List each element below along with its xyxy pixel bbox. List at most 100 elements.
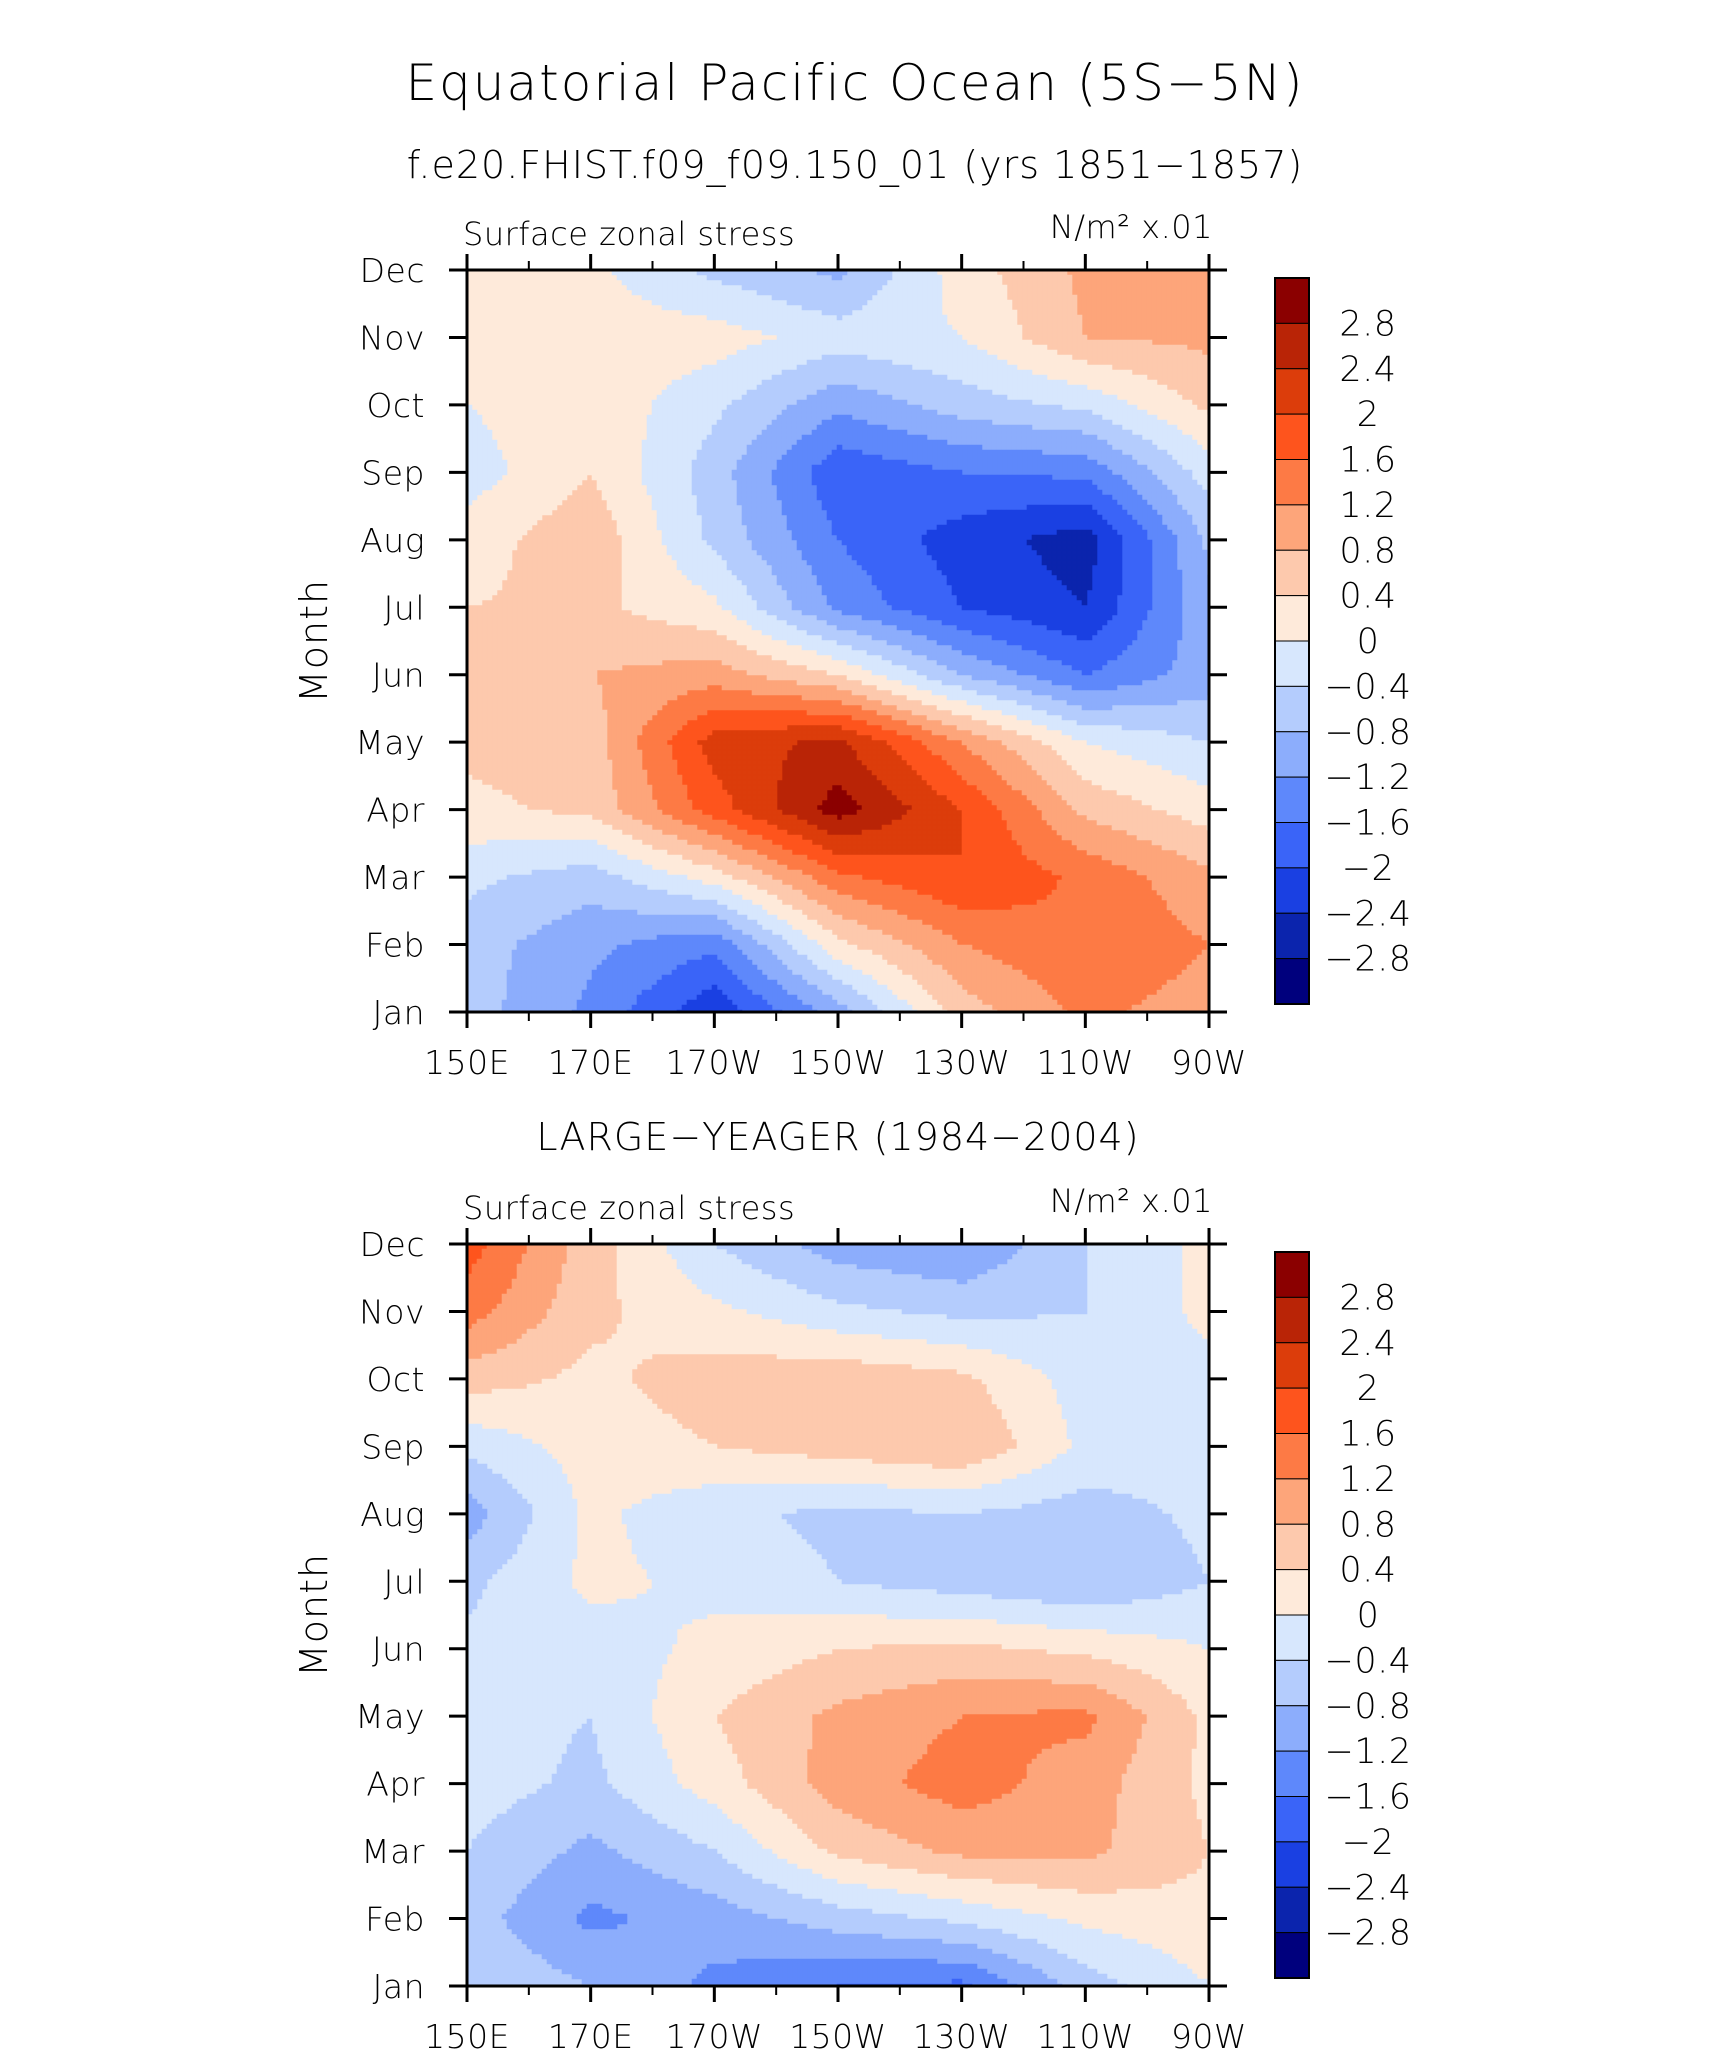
colorbar-swatch: [1274, 504, 1310, 551]
contour-band-11: [576, 1903, 1018, 1986]
y-tick-label: Feb: [365, 1900, 425, 1939]
x-tick-labels-bottom: 150E 170E 170W 150W 130W 110W 90W: [424, 2017, 1246, 2056]
colorbar-label: 2: [1357, 1369, 1380, 1409]
colorbar-label: 2.4: [1339, 1324, 1396, 1364]
colorbar-label: −2.4: [1325, 894, 1412, 934]
x-tick-label: 130W: [913, 1043, 1011, 1082]
y-tick-label: Dec: [360, 251, 425, 290]
contour-field-bottom: [467, 1244, 1209, 1986]
y-tick-label: Apr: [366, 791, 425, 830]
colorbar-swatch: [1274, 1705, 1310, 1752]
contour-band-13: [676, 504, 1123, 1012]
y-axis-title-top: Month: [292, 579, 336, 703]
panel-title-bottom: LARGE−YEAGER (1984−2004): [536, 1115, 1139, 1159]
colorbar-swatch: [1274, 867, 1310, 914]
contour-band-14: [1026, 529, 1098, 606]
colorbar-swatch: [1274, 1296, 1310, 1344]
colorbar-swatch: [1274, 1387, 1310, 1434]
colorbar-label: −2: [1342, 849, 1395, 889]
contour-band-12: [836, 1978, 973, 1986]
colorbar-label: 1.6: [1339, 441, 1396, 481]
y-tick-label: Sep: [361, 1427, 425, 1466]
colorbar-label: 0.8: [1339, 1505, 1396, 1545]
colorbar-label: 2: [1357, 395, 1380, 435]
colorbar-label: −2.4: [1325, 1868, 1412, 1908]
colorbar-swatch: [1274, 822, 1310, 869]
y-tick-label: Apr: [366, 1765, 425, 1804]
y-tick-labels-bottom: Jan Feb Mar Apr May Jun Jul Aug Sep Oct Nov Dec: [355, 1225, 425, 2006]
contour-band-1: [776, 739, 913, 836]
colorbar-swatch: [1274, 1841, 1310, 1888]
figure-subtitle: f.e20.FHIST.f09_f09.150_01 (yrs 1851−185…: [407, 143, 1303, 188]
colorbar-label: −2: [1342, 1823, 1395, 1863]
x-tick-label: 150W: [789, 1043, 887, 1082]
x-tick-label: 150E: [424, 2017, 510, 2056]
colorbar-label: −1.2: [1325, 758, 1412, 798]
y-tick-label: Oct: [366, 386, 425, 425]
contour-field-top: [467, 270, 1209, 1012]
x-tick-label: 170E: [548, 2017, 634, 2056]
panel-top: 150E 170E 170W 150W 130W 110W 90W Jan Feb Mar Apr…: [292, 208, 1412, 1082]
y-tick-label: Jun: [372, 1630, 425, 1669]
y-tick-label: Jul: [384, 588, 425, 627]
tick-marks-top: [449, 254, 1227, 1028]
colorbar-swatch: [1274, 1614, 1310, 1661]
units-label-top: N/m² x.01: [1050, 208, 1213, 246]
colorbar-label: −2.8: [1325, 1914, 1412, 1954]
colorbar-swatch: [1274, 958, 1310, 1005]
colorbar-swatch: [1274, 459, 1310, 506]
colorbar-top: 2.8 2.4 2 1.6 1.2 0.8 0.4 0 −0.4 −0.8 −1.2 −1.6 −2 −2…: [1274, 277, 1412, 1005]
x-tick-label: 150E: [424, 1043, 510, 1082]
y-tick-label: Oct: [366, 1360, 425, 1399]
colorbar-swatch: [1274, 595, 1310, 642]
y-tick-label: Aug: [360, 521, 425, 560]
colorbar-swatch: [1274, 322, 1310, 370]
x-tick-label: 110W: [1037, 1043, 1135, 1082]
panel-bottom: LARGE−YEAGER (1984−2004) 150E 170E 170W 150…: [292, 1115, 1412, 2056]
colorbar-swatch: [1274, 1433, 1310, 1480]
x-tick-label: 110W: [1037, 2017, 1135, 2056]
y-tick-label: Mar: [361, 1832, 425, 1871]
colorbar-swatch: [1274, 1251, 1310, 1298]
y-tick-label: Nov: [359, 318, 425, 357]
colorbar-label: −1.2: [1325, 1732, 1412, 1772]
colorbar-swatch: [1274, 776, 1310, 823]
colorbar-swatch: [1274, 413, 1310, 460]
left-label-bottom: Surface zonal stress: [463, 1189, 795, 1227]
colorbar-label: 0: [1357, 1596, 1380, 1636]
x-tick-label: 170W: [666, 1043, 764, 1082]
y-tick-label: May: [355, 1697, 425, 1736]
colorbar-label: 2.8: [1339, 1278, 1396, 1318]
colorbar-swatch: [1274, 1796, 1310, 1843]
colorbar-swatch: [1274, 1932, 1310, 1979]
colorbar-label: 0.4: [1339, 577, 1396, 617]
colorbar-label: 2.4: [1339, 350, 1396, 390]
colorbar-label: −0.8: [1325, 713, 1412, 753]
colorbar-swatch: [1274, 1886, 1310, 1934]
y-tick-label: Jan: [373, 1967, 425, 2006]
y-tick-label: Nov: [359, 1292, 425, 1331]
colorbar-swatch: [1274, 277, 1310, 324]
colorbar-swatch: [1274, 1478, 1310, 1525]
x-tick-labels-top: 150E 170E 170W 150W 130W 110W 90W: [424, 1043, 1246, 1082]
colorbar-swatch: [1274, 549, 1310, 597]
colorbar-label: 0.8: [1339, 531, 1396, 571]
colorbar-label: 1.2: [1339, 1460, 1396, 1500]
colorbar-swatch: [1274, 685, 1310, 733]
colorbar-swatch: [1274, 731, 1310, 778]
y-tick-label: Mar: [361, 858, 425, 897]
colorbar-frame: [1274, 277, 1310, 1005]
units-label-bottom: N/m² x.01: [1050, 1182, 1213, 1220]
y-tick-label: May: [355, 723, 425, 762]
y-tick-label: Aug: [360, 1495, 425, 1534]
y-tick-label: Jan: [373, 993, 425, 1032]
left-label-top: Surface zonal stress: [463, 215, 795, 253]
tick-marks-bottom: [449, 1228, 1227, 2002]
colorbar-swatch: [1274, 1569, 1310, 1616]
colorbar-label: −0.8: [1325, 1687, 1412, 1727]
colorbar-bottom: 2.8 2.4 2 1.6 1.2 0.8 0.4 0 −0.4 −0.8 −1.2 −1.6 −2 −2…: [1274, 1251, 1412, 1979]
colorbar-frame: [1274, 1251, 1310, 1979]
colorbar-swatch: [1274, 912, 1310, 960]
colorbar-label: −1.6: [1325, 804, 1412, 844]
